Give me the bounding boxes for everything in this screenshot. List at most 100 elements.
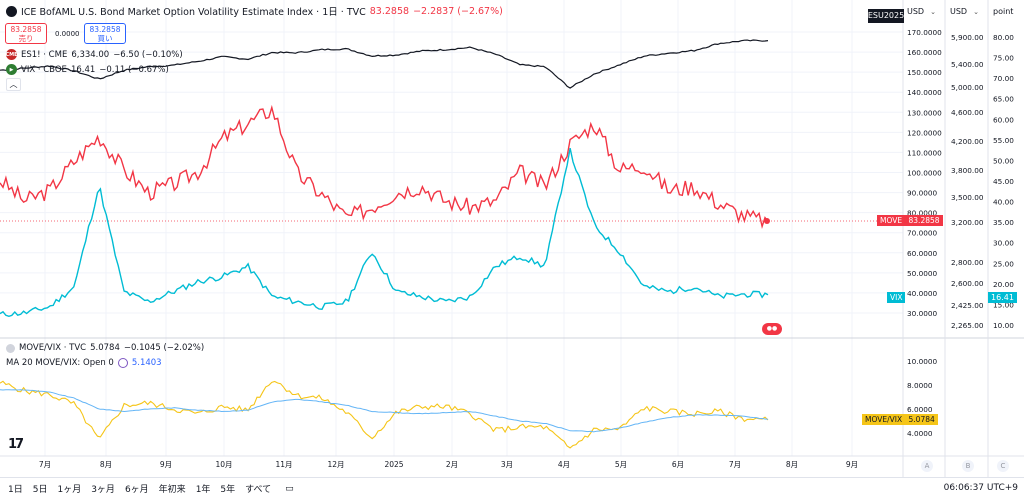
vix-tick: 65.00	[993, 95, 1014, 104]
ma-legend[interactable]: MA 20 MOVE/VIX: Open 0 5.1403	[6, 358, 162, 368]
move-tick: 120.0000	[907, 128, 942, 137]
cboe-logo-icon: ▶	[6, 64, 17, 75]
timeframe-6m[interactable]: 6ヶ月	[124, 485, 149, 495]
vix-tick: 45.00	[993, 177, 1014, 186]
vix-tick: 20.00	[993, 280, 1014, 289]
vix-tick: 75.00	[993, 54, 1014, 63]
move-tag-value: 83.2858	[908, 216, 940, 225]
date-range-icon[interactable]: ▭	[285, 483, 294, 494]
vix-tick: 60.00	[993, 115, 1014, 124]
ratio-tag-value: 5.0784	[908, 415, 935, 424]
move-tick: 110.0000	[907, 148, 942, 157]
move-tick: 160.0000	[907, 48, 942, 57]
move-tag-label: MOVE	[880, 216, 903, 225]
usd-axis-header-1[interactable]: USD ⌄	[907, 4, 936, 20]
es-tick: 5,000.00	[951, 83, 984, 92]
timeframe-5d[interactable]: 5日	[32, 485, 48, 495]
sell-button[interactable]: 83.2858 売り	[5, 23, 47, 44]
main-legend-title[interactable]: ICE BofAML U.S. Bond Market Option Volat…	[21, 7, 366, 18]
chevron-down-icon: ⌄	[973, 8, 979, 16]
ratio-symbol-icon	[6, 343, 15, 353]
ratio-legend-value: 5.0784	[90, 343, 120, 353]
sell-label: 売り	[18, 34, 34, 43]
es-tick: 2,265.00	[951, 321, 984, 330]
overlay-legend-es[interactable]: CME ES1! · CME 6,334.00 −6.50 (−0.10%)	[5, 49, 183, 60]
vix-tick: 10.00	[993, 321, 1014, 330]
tradingview-logo-icon[interactable]: 17	[8, 437, 24, 452]
ma-legend-value: 5.1403	[131, 358, 162, 368]
indicator-settings-icon[interactable]	[117, 358, 128, 368]
us-flag-icon[interactable]: ●●	[762, 323, 782, 335]
vix-tick: 40.00	[993, 198, 1014, 207]
time-tick: 2025	[384, 460, 403, 469]
point-axis-label: point	[993, 7, 1014, 16]
move-price-tag: MOVE 83.2858	[877, 215, 943, 226]
point-axis-header[interactable]: point	[993, 4, 1013, 20]
es-tick: 2,600.00	[951, 279, 984, 288]
chart-canvas[interactable]: 7月 8月 9月 10月 11月 12月 2025 2月 3月 4月 5月 6月 7月 8月 9月170.0…	[0, 0, 1024, 477]
move-tick: 60.0000	[907, 249, 938, 258]
es-tick: 5,900.00	[951, 33, 984, 42]
ma-series-line	[0, 389, 769, 433]
axis-toggle-c[interactable]: C	[997, 460, 1009, 472]
symbol-logo-icon	[6, 5, 17, 17]
ratio-tick: 4.0000	[907, 429, 933, 438]
es-tick: 5,400.00	[951, 60, 984, 69]
overlay-vix-change: −0.11 (−0.67%)	[99, 64, 169, 75]
usd-axis-header-2[interactable]: USD ⌄	[950, 4, 979, 20]
move-series-line	[0, 104, 769, 230]
collapse-legend-button[interactable]: ︿	[6, 78, 21, 91]
es-tick: 3,500.00	[951, 193, 984, 202]
move-tick: 140.0000	[907, 88, 942, 97]
timeframe-3m[interactable]: 3ヶ月	[91, 485, 115, 495]
timeframe-all[interactable]: すべて	[245, 485, 272, 495]
move-last-point	[764, 218, 770, 224]
timeframe-5y[interactable]: 5年	[220, 485, 236, 495]
ratio-legend[interactable]: MOVE/VIX · TVC 5.0784 −0.1045 (−2.02%)	[6, 343, 204, 353]
ratio-tick: 8.0000	[907, 381, 933, 390]
bottom-toolbar: 1日 5日 1ヶ月 3ヶ月 6ヶ月 年初来 1年 5年 すべて ▭ 06:06:…	[0, 477, 1024, 499]
time-tick: 3月	[501, 460, 513, 469]
time-tick: 8月	[100, 460, 112, 469]
ratio-tag-label: MOVE/VIX	[865, 415, 903, 424]
es-tick: 3,200.00	[951, 218, 984, 227]
vix-tick: 35.00	[993, 218, 1014, 227]
vix-tick: 80.00	[993, 33, 1014, 42]
es-tick: 4,200.00	[951, 137, 984, 146]
timeframe-1m[interactable]: 1ヶ月	[57, 485, 82, 495]
vix-value-tag: 16.41	[988, 292, 1017, 303]
buy-button[interactable]: 83.2858 買い	[84, 23, 126, 44]
es-series-line	[0, 39, 769, 89]
overlay-es-title: ES1! · CME	[21, 49, 68, 60]
main-legend-value: 83.2858	[369, 5, 410, 17]
es-tick: 2,425.00	[951, 301, 984, 310]
move-tick: 90.0000	[907, 189, 938, 198]
ratio-tick: 6.0000	[907, 405, 933, 414]
overlay-es-value: 6,334.00	[71, 49, 110, 60]
es-tick: 2,800.00	[951, 258, 984, 267]
ratio-series-line	[0, 380, 769, 449]
timeframe-1y[interactable]: 1年	[195, 485, 211, 495]
time-tick: 2月	[446, 460, 458, 469]
ratio-legend-change: −0.1045 (−2.02%)	[123, 343, 205, 353]
overlay-legend-vix[interactable]: ▶ VIX · CBOE 16.41 −0.11 (−0.67%)	[6, 64, 169, 75]
timeframe-ytd[interactable]: 年初来	[158, 485, 186, 495]
timeframe-1d[interactable]: 1日	[8, 485, 23, 495]
buy-label: 買い	[97, 34, 113, 43]
overlay-es-change: −6.50 (−0.10%)	[113, 49, 183, 60]
vix-tick: 15.00	[993, 300, 1014, 309]
move-tick: 50.0000	[907, 269, 938, 278]
cme-logo-icon: CME	[5, 49, 18, 60]
clock[interactable]: 06:06:37 UTC+9	[943, 483, 1018, 493]
es-symbol-box[interactable]: ESU2025	[868, 9, 904, 23]
axis-toggle-b[interactable]: B	[962, 460, 974, 472]
main-legend: ICE BofAML U.S. Bond Market Option Volat…	[6, 4, 503, 18]
time-tick: 7月	[39, 460, 51, 469]
vix-tick: 25.00	[993, 259, 1014, 268]
time-tick: 9月	[846, 460, 858, 469]
vix-label-tag: VIX	[887, 292, 906, 303]
axis-toggle-a[interactable]: A	[921, 460, 933, 472]
time-tick: 4月	[558, 460, 570, 469]
chevron-down-icon: ⌄	[930, 8, 936, 16]
